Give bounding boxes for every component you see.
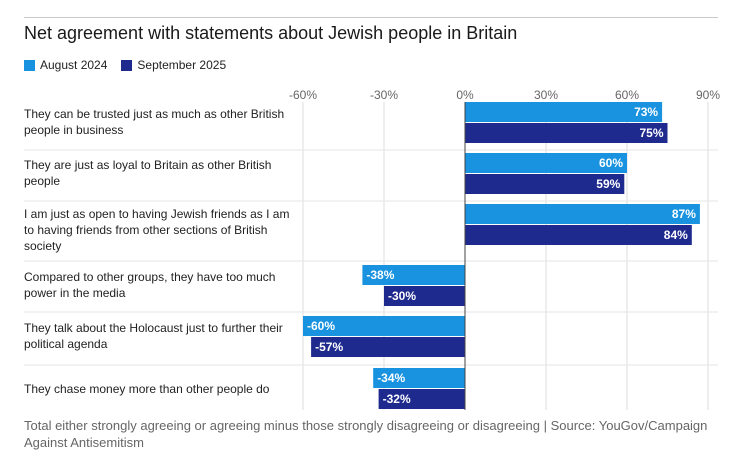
legend-label-september: September 2025 xyxy=(137,58,227,72)
data-label: -30% xyxy=(388,289,416,303)
data-label: -38% xyxy=(366,268,394,282)
legend-item-september: September 2025 xyxy=(121,58,226,72)
bar xyxy=(465,102,663,122)
data-label: 87% xyxy=(672,207,696,221)
legend-item-august: August 2024 xyxy=(24,58,107,72)
category-label: They are just as loyal to Britain as oth… xyxy=(24,158,272,188)
data-label: -60% xyxy=(307,319,335,333)
legend-label-august: August 2024 xyxy=(40,58,108,72)
bar xyxy=(384,286,465,306)
bar xyxy=(303,316,465,336)
bar xyxy=(465,123,668,143)
data-label: 75% xyxy=(639,126,663,140)
data-label: 59% xyxy=(596,177,620,191)
data-label: -32% xyxy=(383,392,411,406)
legend: August 2024 September 2025 xyxy=(24,58,240,72)
x-tick-label: 30% xyxy=(534,88,558,102)
bar xyxy=(465,225,692,245)
data-label: -57% xyxy=(315,340,343,354)
category-label: Compared to other groups, they have too … xyxy=(24,270,276,300)
x-tick-label: 0% xyxy=(456,88,474,102)
bar xyxy=(378,389,465,409)
chart-title: Net agreement with statements about Jewi… xyxy=(24,23,518,43)
data-label: -34% xyxy=(377,371,405,385)
top-rule xyxy=(24,17,718,18)
x-tick-label: -30% xyxy=(370,88,398,102)
category-label: They talk about the Holocaust just to fu… xyxy=(24,321,283,351)
legend-swatch-august xyxy=(24,59,35,71)
x-tick-label: -60% xyxy=(289,88,317,102)
bar xyxy=(311,337,465,357)
bar xyxy=(465,204,700,224)
bar-chart: -60% -30% 0% 30% 60% 90% 73% 60% 87% -38% -60% -34%… xyxy=(24,88,720,410)
data-label: 60% xyxy=(599,156,623,170)
bar xyxy=(362,265,465,285)
x-tick-label: 90% xyxy=(696,88,720,102)
legend-swatch-september xyxy=(121,59,133,71)
footer-note: Total either strongly agreeing or agreei… xyxy=(24,418,708,450)
category-label: They can be trusted just as much as othe… xyxy=(24,107,285,137)
category-label: I am just as open to having Jewish frien… xyxy=(24,207,290,253)
bar xyxy=(465,153,627,173)
category-label: They chase money more than other people … xyxy=(24,382,270,396)
bar xyxy=(373,368,465,388)
data-label: 84% xyxy=(664,228,688,242)
x-tick-label: 60% xyxy=(615,88,639,102)
bar xyxy=(465,174,625,194)
data-label: 73% xyxy=(634,105,658,119)
